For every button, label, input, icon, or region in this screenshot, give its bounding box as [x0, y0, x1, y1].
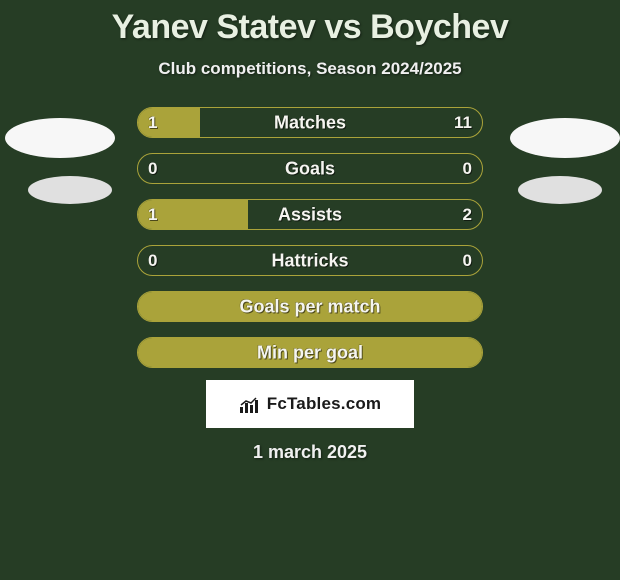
stat-bar: 1 Matches 11 — [137, 107, 483, 138]
stat-bar: 0 Goals 0 — [137, 153, 483, 184]
stat-row: Goals per match — [10, 291, 610, 322]
stat-value-left: 0 — [148, 159, 157, 179]
stat-value-right: 11 — [454, 113, 472, 133]
logo-banner: FcTables.com — [206, 380, 414, 428]
page-title: Yanev Statev vs Boychev — [0, 8, 620, 47]
comparison-infographic: Yanev Statev vs Boychev Club competition… — [0, 0, 620, 580]
stat-row: 0 Goals 0 — [10, 153, 610, 184]
page-subtitle: Club competitions, Season 2024/2025 — [0, 59, 620, 79]
stat-value-left: 1 — [148, 113, 157, 133]
stat-metric-label: Hattricks — [271, 250, 348, 271]
stat-metric-label: Matches — [274, 112, 346, 133]
logo-text: FcTables.com — [267, 394, 382, 414]
stat-row: Min per goal — [10, 337, 610, 368]
chart-icon — [239, 395, 261, 413]
stat-metric-label: Goals — [285, 158, 335, 179]
stat-bar: Min per goal — [137, 337, 483, 368]
stat-value-left: 0 — [148, 251, 157, 271]
stat-row: 1 Matches 11 — [10, 107, 610, 138]
stat-metric-label: Min per goal — [257, 342, 363, 363]
stat-metric-label: Assists — [278, 204, 342, 225]
stat-bar: Goals per match — [137, 291, 483, 322]
stat-value-right: 0 — [463, 159, 472, 179]
stat-value-right: 2 — [463, 205, 472, 225]
stat-metric-label: Goals per match — [239, 296, 380, 317]
stat-value-left: 1 — [148, 205, 157, 225]
stat-bar: 1 Assists 2 — [137, 199, 483, 230]
stat-value-right: 0 — [463, 251, 472, 271]
stat-row: 0 Hattricks 0 — [10, 245, 610, 276]
stat-row: 1 Assists 2 — [10, 199, 610, 230]
date-label: 1 march 2025 — [0, 442, 620, 463]
stat-bar: 0 Hattricks 0 — [137, 245, 483, 276]
